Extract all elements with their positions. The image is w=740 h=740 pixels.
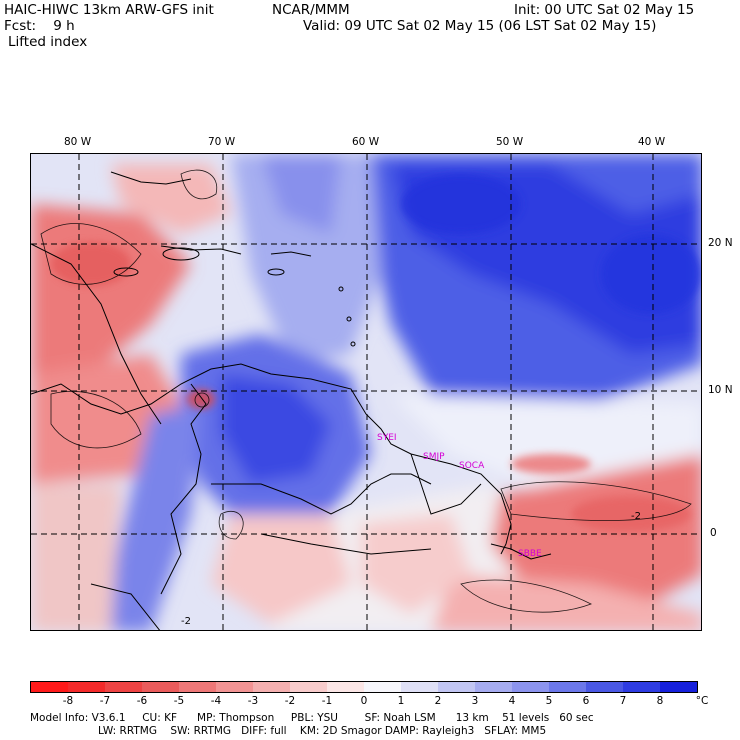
colorbar-tick-label: -2 [284, 695, 296, 707]
forecast-hour: Fcst: 9 h [4, 18, 75, 34]
lon-label-40w: 40 W [638, 136, 666, 148]
colorbar-tick-label: 7 [619, 695, 627, 707]
colorbar-tick-label: -8 [62, 695, 74, 707]
model-info-line2: LW: RRTMG SW: RRTMG DIFF: full KM: 2D Sm… [98, 725, 547, 737]
colorbar-swatch [142, 682, 179, 692]
model-info-line1: Model Info: V3.6.1 CU: KF MP: Thompson P… [30, 712, 594, 724]
contour-label: -2 [631, 511, 641, 522]
colorbar-tick-label: 3 [471, 695, 479, 707]
colorbar-tick-label: 1 [397, 695, 405, 707]
colorbar-swatch [68, 682, 105, 692]
colorbar-swatch [364, 682, 401, 692]
colorbar-tick-label: -4 [210, 695, 222, 707]
colorbar-tick-label: 4 [508, 695, 516, 707]
colorbar-tick-label: 0 [360, 695, 368, 707]
colorbar-tick-label: 5 [545, 695, 553, 707]
colorbar-tick-label: -3 [247, 695, 259, 707]
colorbar-swatch [549, 682, 586, 692]
org-label: NCAR/MMM [272, 2, 350, 18]
colorbar-swatch [31, 682, 68, 692]
lat-label-10n: 10 N [708, 384, 733, 396]
colorbar-swatch [179, 682, 216, 692]
colorbar-swatch [401, 682, 438, 692]
colorbar-swatch [327, 682, 364, 692]
lat-label-0: 0 [710, 527, 717, 539]
colorbar-swatch [475, 682, 512, 692]
colorbar-tick-label: -7 [99, 695, 111, 707]
colorbar-tick-label: -1 [321, 695, 333, 707]
colorbar-swatch [438, 682, 475, 692]
colorbar-tick-label: 2 [434, 695, 442, 707]
lon-label-80w: 80 W [64, 136, 92, 148]
colorbar-tick-label: 8 [656, 695, 664, 707]
colorbar [30, 681, 698, 693]
station-label-sbbe: SBBE [518, 549, 542, 559]
lon-label-60w: 60 W [352, 136, 380, 148]
model-title: HAIC-HIWC 13km ARW-GFS init [4, 2, 214, 18]
station-label-syei: SYEI [377, 433, 397, 443]
lat-label-20n: 20 N [708, 237, 733, 249]
init-time: Init: 00 UTC Sat 02 May 15 [514, 2, 695, 18]
field-name: Lifted index [8, 34, 88, 50]
colorbar-swatch [290, 682, 327, 692]
colorbar-tick-label: -5 [173, 695, 185, 707]
contour-label: -2 [181, 616, 191, 627]
colorbar-swatch [512, 682, 549, 692]
colorbar-swatch [105, 682, 142, 692]
lon-label-50w: 50 W [496, 136, 524, 148]
lifted-index-map: -2 -2 [31, 154, 701, 630]
colorbar-tick-label: 6 [582, 695, 590, 707]
colorbar-swatch [586, 682, 623, 692]
colorbar-tick-label: -6 [136, 695, 148, 707]
colorbar-swatch [660, 682, 697, 692]
colorbar-unit: °C [695, 695, 709, 707]
colorbar-swatch [623, 682, 660, 692]
colorbar-swatch [253, 682, 290, 692]
map-panel: -2 -2 [30, 153, 702, 631]
station-label-smjp: SMJP [423, 452, 445, 462]
station-label-soca: SOCA [459, 461, 485, 471]
lon-label-70w: 70 W [208, 136, 236, 148]
colorbar-swatch [216, 682, 253, 692]
valid-time: Valid: 09 UTC Sat 02 May 15 (06 LST Sat … [303, 18, 657, 34]
